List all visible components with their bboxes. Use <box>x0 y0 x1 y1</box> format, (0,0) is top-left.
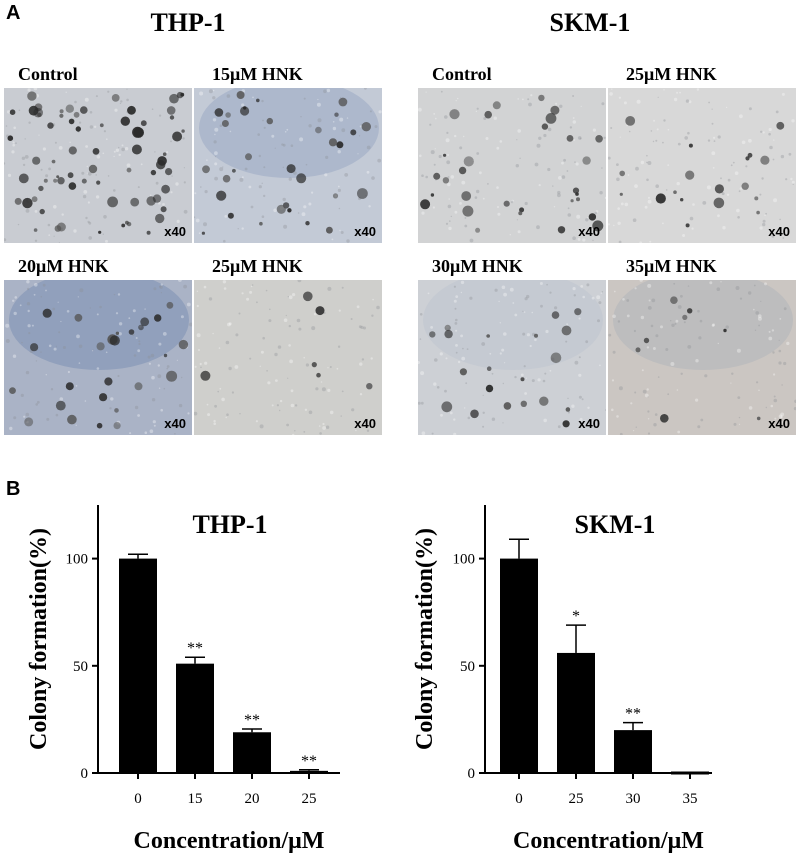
magnification-label: x40 <box>354 224 376 239</box>
micrograph-label-thp-1-20-m-hnk: 20μM HNK <box>18 256 109 276</box>
chart-1-x-axis-label: Concentration/μM <box>134 828 325 854</box>
micrograph-label-thp-1-25-m-hnk: 25μM HNK <box>212 256 303 276</box>
chart-1-y-axis-label: Colony formation(%) <box>26 528 52 750</box>
micrograph-thp-1-25-m-hnk: x40 <box>194 280 382 435</box>
magnification-label: x40 <box>164 416 186 431</box>
chart-2-bar-25 <box>557 652 595 773</box>
micrograph-thp-1-20-m-hnk: x40 <box>4 280 192 435</box>
chart-2-x-tick-label-35: 35 <box>683 791 698 807</box>
chart-2-bar-0 <box>500 558 538 773</box>
chart-1-x-tick-label-0: 0 <box>134 791 142 807</box>
chart-2-x-tick-label-25: 25 <box>569 791 584 807</box>
panel-b-letter: B <box>6 478 21 500</box>
chart-2-title: SKM-1 <box>575 510 656 539</box>
micrograph-thp-1-control: x40 <box>4 88 192 243</box>
skm1-group-title: SKM-1 <box>549 8 631 37</box>
micrograph-label-skm-1-25-m-hnk: 25μM HNK <box>626 64 717 84</box>
magnification-label: x40 <box>768 224 790 239</box>
magnification-label: x40 <box>578 416 600 431</box>
chart-1-bar-25 <box>290 770 328 773</box>
chart-1-x-tick-label-15: 15 <box>188 791 203 807</box>
thp1-group-title: THP-1 <box>150 8 226 37</box>
chart-1-significance-20: ** <box>244 712 260 729</box>
magnification-label: x40 <box>768 416 790 431</box>
chart-1-significance-25: ** <box>301 753 317 770</box>
magnification-label: x40 <box>578 224 600 239</box>
chart-1-bar-20 <box>233 732 271 773</box>
magnification-label: x40 <box>354 416 376 431</box>
chart-1-title: THP-1 <box>192 510 267 539</box>
micrograph-skm-1-30-m-hnk: x40 <box>418 280 606 435</box>
micrograph-label-skm-1-30-m-hnk: 30μM HNK <box>432 256 523 276</box>
chart-2-y-axis-label: Colony formation(%) <box>412 528 438 750</box>
micrograph-label-thp-1-15-m-hnk: 15μM HNK <box>212 64 303 84</box>
micrograph-label-thp-1-control: Control <box>18 64 78 84</box>
chart-2-x-tick-label-30: 30 <box>626 791 641 807</box>
micrograph-label-skm-1-control: Control <box>432 64 492 84</box>
chart-1-y-tick-label: 50 <box>73 659 88 675</box>
chart-1-x-tick-label-20: 20 <box>245 791 260 807</box>
chart-2-significance-25: * <box>572 608 580 625</box>
chart-1-bar-15 <box>176 663 214 773</box>
chart-2-x-tick-label-0: 0 <box>515 791 523 807</box>
chart-2-bar-30 <box>614 730 652 773</box>
magnification-label: x40 <box>164 224 186 239</box>
micrograph-thp-1-15-m-hnk: x40 <box>194 88 382 243</box>
micrograph-skm-1-35-m-hnk: x40 <box>608 280 796 435</box>
chart-1-significance-15: ** <box>187 640 203 657</box>
chart-2-y-tick-label: 100 <box>453 552 476 568</box>
micrograph-label-skm-1-35-m-hnk: 35μM HNK <box>626 256 717 276</box>
chart-2-x-axis-label: Concentration/μM <box>513 828 704 854</box>
micrograph-skm-1-control: x40 <box>418 88 606 243</box>
chart-1-y-tick-label: 0 <box>81 766 89 782</box>
chart-2-y-tick-label: 0 <box>468 766 476 782</box>
chart-1-y-tick-label: 100 <box>66 552 89 568</box>
chart-2-significance-30: ** <box>625 706 641 723</box>
micrograph-skm-1-25-m-hnk: x40 <box>608 88 796 243</box>
chart-1-x-tick-label-25: 25 <box>302 791 317 807</box>
chart-1-bar-0 <box>119 558 157 773</box>
panel-a-letter: A <box>6 2 21 24</box>
chart-2-y-tick-label: 50 <box>460 659 475 675</box>
